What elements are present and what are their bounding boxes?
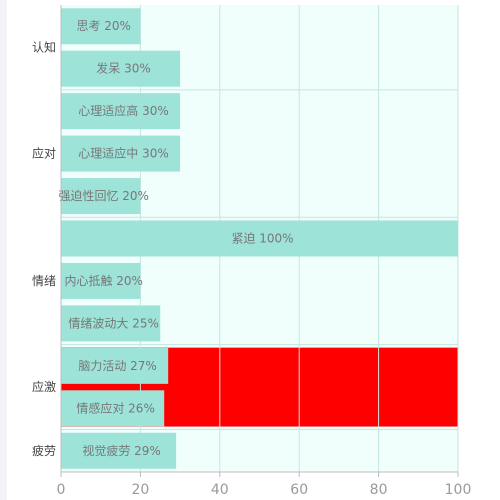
category-label: 情绪 [32, 274, 56, 288]
bar-labels: 思考 20% 发呆 30% 心理适应高 30% 心理适应中 30% 强迫性回忆 20% 紧… [58, 19, 293, 458]
bar-label: 心理适应中 30% [78, 146, 169, 161]
x-tick-label: 40 [211, 482, 229, 498]
category-label: 应对 [32, 146, 56, 161]
bar [61, 262, 141, 299]
bar [61, 178, 141, 215]
bar-label: 视觉疲劳 29% [82, 443, 161, 458]
x-tick-label: 20 [131, 482, 149, 498]
bar-label: 紧迫 100% [231, 232, 293, 246]
category-label: 认知 [32, 40, 56, 54]
x-tick-label: 80 [370, 482, 388, 498]
category-label: 应激 [32, 379, 56, 394]
bar [61, 347, 169, 384]
group-separators [61, 89, 458, 431]
x-axis: 0 20 40 60 80 100 [57, 5, 472, 498]
page-left-strip [0, 0, 7, 500]
bar [61, 50, 181, 87]
bar-label: 强迫性回忆 20% [58, 189, 149, 203]
bar-label: 情绪波动大 25% [68, 316, 159, 330]
bar-label: 发呆 30% [96, 61, 151, 76]
category-label: 疲劳 [32, 443, 56, 458]
bar [61, 220, 458, 257]
x-tick-label: 100 [445, 482, 472, 498]
bar-label: 情感应对 26% [76, 400, 155, 415]
x-tick-label: 60 [290, 482, 308, 498]
bar-label: 思考 20% [76, 19, 131, 33]
bars [61, 8, 458, 469]
bar-label: 内心抵触 20% [64, 274, 143, 288]
bar [61, 390, 165, 427]
bar [61, 305, 161, 342]
bar [61, 93, 181, 130]
bar [61, 432, 177, 469]
bar-label: 脑力活动 27% [78, 359, 157, 373]
bar [61, 8, 141, 45]
x-tick-label: 0 [57, 482, 66, 498]
bar [61, 135, 181, 172]
bar-label: 心理适应高 30% [78, 103, 169, 118]
